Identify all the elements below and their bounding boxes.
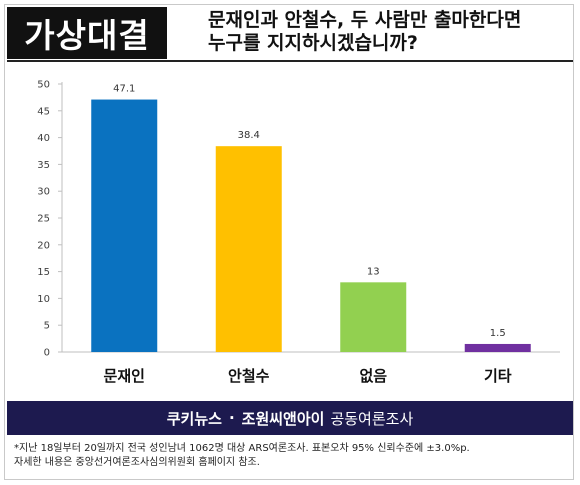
x-category-label: 안철수 bbox=[228, 367, 270, 385]
y-tick-label: 5 bbox=[44, 321, 50, 332]
question-line-2: 누구를 지지하시겠습니까? bbox=[208, 32, 418, 54]
y-tick-label: 10 bbox=[37, 294, 50, 305]
y-tick-label: 45 bbox=[37, 106, 50, 117]
y-tick-label: 25 bbox=[37, 214, 50, 225]
y-tick-label: 40 bbox=[37, 133, 50, 144]
bar-chart: 0 5 10 15 20 25 30 35 40 45 50 47.1 문재인 38.4 안철수 13 없음 1.… bbox=[37, 80, 560, 385]
publisher-1: 쿠키뉴스 bbox=[166, 409, 222, 428]
survey-question: 문재인과 안철수, 두 사람만 출마한다면 누구를 지지하시겠습니까? bbox=[208, 9, 568, 55]
title-badge: 가상대결 bbox=[7, 7, 167, 59]
x-category-label: 기타 bbox=[484, 367, 512, 385]
bar-3 bbox=[340, 282, 407, 352]
note-line-1: *지난 18일부터 20일까지 전국 성인남녀 1062명 대상 ARS여론조사… bbox=[14, 443, 470, 454]
data-label: 47.1 bbox=[113, 84, 135, 95]
y-tick-label: 30 bbox=[37, 187, 50, 198]
y-tick-label: 0 bbox=[44, 348, 50, 359]
bar-4 bbox=[464, 343, 531, 352]
data-label: 13 bbox=[367, 266, 380, 277]
y-tick-label: 50 bbox=[37, 80, 50, 91]
methodology-note: *지난 18일부터 20일까지 전국 성인남녀 1062명 대상 ARS여론조사… bbox=[14, 442, 570, 470]
y-tick-label: 20 bbox=[37, 240, 50, 251]
header-divider bbox=[7, 60, 573, 62]
publisher-2: 조원씨앤아이 bbox=[241, 409, 325, 428]
y-tick-label: 15 bbox=[37, 267, 50, 278]
data-label: 38.4 bbox=[238, 130, 260, 141]
bar-1 bbox=[91, 99, 158, 352]
data-label: 1.5 bbox=[490, 328, 506, 339]
survey-type: 공동여론조사 bbox=[330, 409, 414, 428]
note-line-2: 자세한 내용은 중앙선거여론조사심의위원회 홈페이지 참조. bbox=[14, 457, 260, 468]
publisher-separator: · bbox=[228, 409, 235, 427]
x-category-label: 없음 bbox=[359, 367, 387, 385]
bar-2 bbox=[215, 146, 282, 352]
question-line-1: 문재인과 안철수, 두 사람만 출마한다면 bbox=[208, 9, 522, 31]
y-tick-label: 35 bbox=[37, 160, 50, 171]
footer-band: 쿠키뉴스 · 조원씨앤아이 공동여론조사 bbox=[7, 401, 573, 435]
x-category-label: 문재인 bbox=[104, 367, 145, 385]
